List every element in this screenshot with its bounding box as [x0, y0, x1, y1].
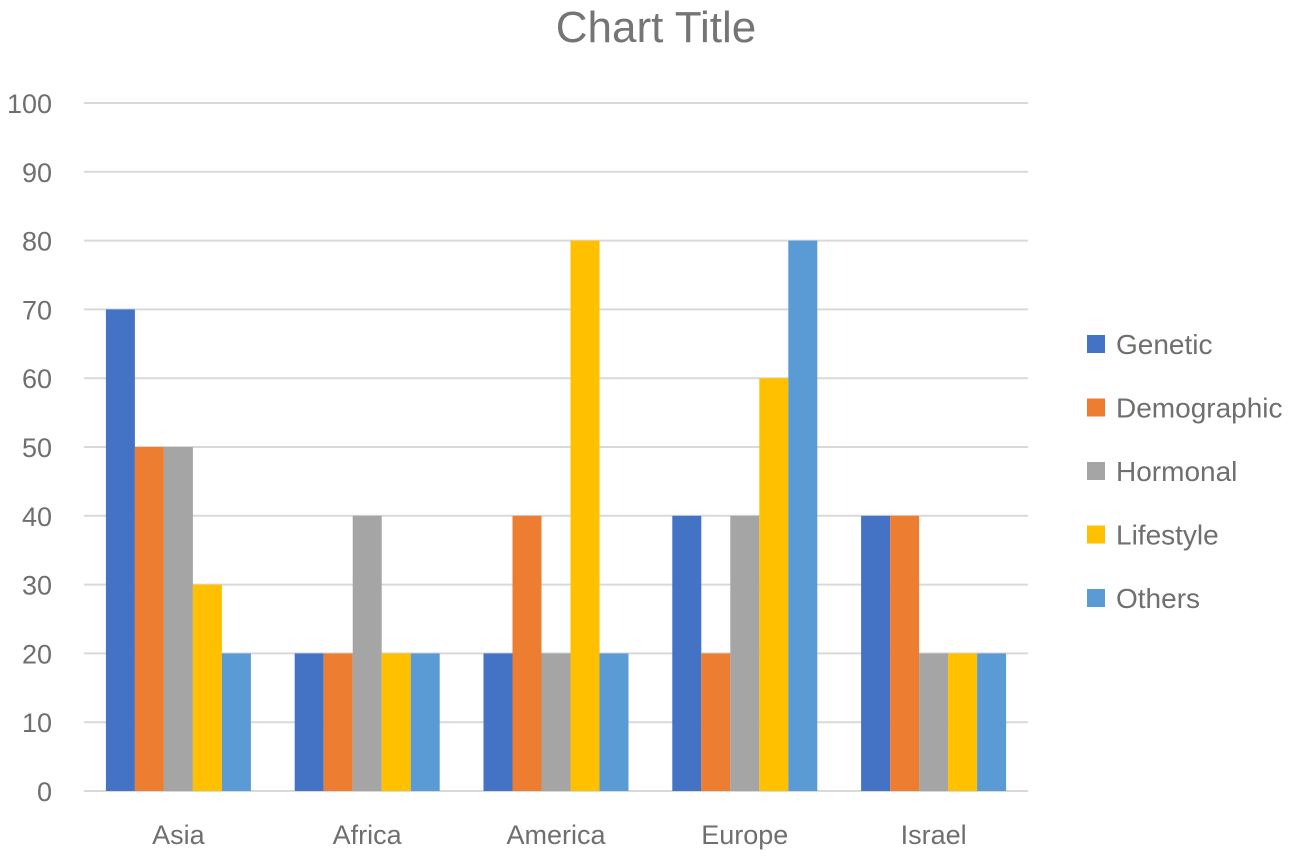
- y-axis-tick-labels: 0 10 20 30 40 50 60 70 80 90 100: [7, 89, 52, 807]
- y-tick-label: 60: [22, 364, 52, 394]
- bar-lifestyle-europe: [759, 378, 789, 791]
- bar-demographic-africa: [323, 653, 353, 791]
- legend-item-genetic: Genetic: [1087, 329, 1213, 360]
- category-group-israel: [861, 515, 1007, 791]
- bar-genetic-israel: [861, 515, 891, 791]
- bar-lifestyle-america: [570, 240, 600, 792]
- x-tick-label: Israel: [901, 820, 967, 850]
- bar-genetic-europe: [672, 515, 702, 791]
- legend-item-lifestyle: Lifestyle: [1087, 520, 1219, 551]
- bar-hormonal-asia: [163, 447, 193, 791]
- x-tick-label: Asia: [152, 820, 206, 850]
- bar-genetic-africa: [294, 653, 324, 791]
- y-tick-label: 0: [37, 777, 52, 807]
- x-tick-label: Africa: [333, 820, 403, 850]
- category-group-europe: [672, 240, 818, 792]
- bars: [105, 240, 1007, 792]
- legend-item-hormonal: Hormonal: [1087, 456, 1237, 487]
- bar-others-asia: [221, 653, 251, 791]
- legend-swatch: [1087, 525, 1105, 544]
- legend-swatch: [1087, 589, 1105, 607]
- bar-demographic-asia: [134, 447, 164, 791]
- y-tick-label: 20: [22, 639, 52, 669]
- legend-label: Others: [1116, 583, 1200, 614]
- x-axis-tick-labels: Asia Africa America Europe Israel: [152, 820, 966, 850]
- category-group-africa: [294, 515, 440, 791]
- bar-lifestyle-israel: [948, 653, 978, 791]
- bar-hormonal-america: [541, 653, 571, 791]
- bar-lifestyle-asia: [192, 584, 222, 791]
- legend: Genetic Demographic Hormonal Lifestyle Other…: [1087, 329, 1283, 614]
- bar-demographic-europe: [701, 653, 731, 791]
- legend-swatch: [1087, 462, 1105, 480]
- bar-demographic-america: [512, 515, 542, 791]
- y-tick-label: 10: [22, 708, 52, 738]
- chart-title: Chart Title: [556, 3, 757, 52]
- x-tick-label: Europe: [701, 820, 788, 850]
- bar-others-america: [599, 653, 629, 791]
- legend-swatch: [1087, 398, 1105, 417]
- bar-others-europe: [788, 240, 818, 792]
- x-tick-label: America: [506, 820, 606, 850]
- legend-label: Demographic: [1116, 393, 1283, 424]
- y-tick-label: 30: [22, 571, 52, 601]
- bar-others-africa: [410, 653, 440, 791]
- legend-label: Hormonal: [1116, 456, 1237, 487]
- bar-lifestyle-africa: [381, 653, 411, 791]
- bar-hormonal-europe: [730, 515, 760, 791]
- category-group-america: [483, 240, 629, 792]
- y-tick-label: 100: [7, 89, 52, 119]
- bar-hormonal-israel: [919, 653, 949, 791]
- bar-hormonal-africa: [352, 515, 382, 791]
- legend-swatch: [1087, 335, 1105, 353]
- bar-demographic-israel: [890, 515, 920, 791]
- y-tick-label: 50: [22, 433, 52, 463]
- y-tick-label: 80: [22, 227, 52, 257]
- y-tick-label: 70: [22, 295, 52, 325]
- legend-item-others: Others: [1087, 583, 1200, 614]
- y-tick-label: 90: [22, 158, 52, 188]
- category-group-asia: [105, 309, 251, 791]
- legend-item-demographic: Demographic: [1087, 393, 1283, 424]
- legend-label: Lifestyle: [1116, 520, 1219, 551]
- bar-genetic-asia: [105, 309, 135, 791]
- legend-label: Genetic: [1116, 329, 1213, 360]
- y-tick-label: 40: [22, 502, 52, 532]
- bar-others-israel: [977, 653, 1007, 791]
- bar-genetic-america: [483, 653, 513, 791]
